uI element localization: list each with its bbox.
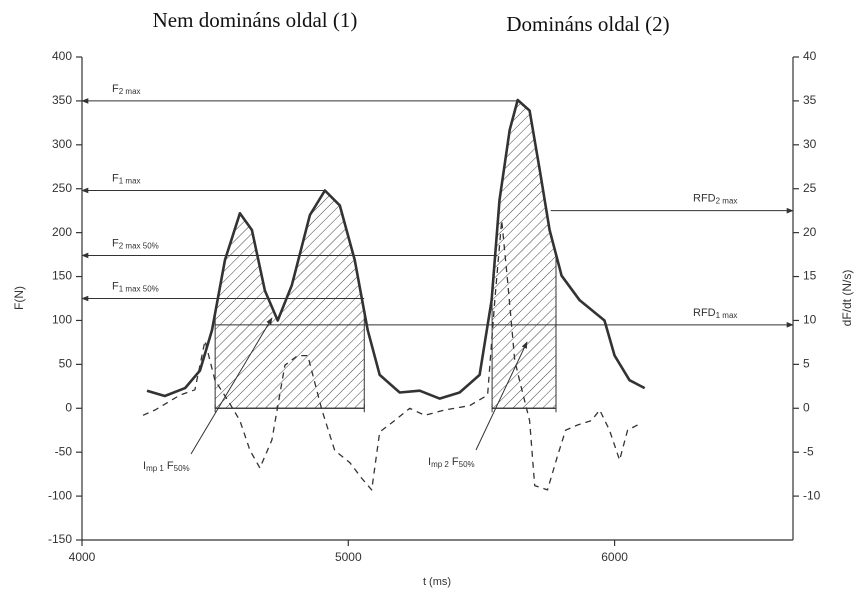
- y2-tick-label: 30: [803, 137, 817, 151]
- label-part: F: [112, 172, 119, 184]
- impulse-label: Imp 2 F50%: [428, 456, 475, 469]
- label-part: 1 max 50%: [119, 285, 159, 294]
- label-part: mp 1: [146, 464, 164, 473]
- y-tick-label: 200: [52, 225, 72, 239]
- y-tick-label: 300: [52, 137, 72, 151]
- reference-label: RFD2 max: [693, 193, 737, 206]
- label-part: mp 2: [431, 460, 449, 469]
- y-axis-label: F(N): [12, 286, 26, 310]
- reference-label: F1 max: [112, 172, 141, 185]
- label-part: 2 max 50%: [119, 242, 159, 251]
- y-tick-label: 350: [52, 93, 72, 107]
- label-part: RFD: [693, 193, 716, 205]
- x-tick-label: 5000: [335, 550, 362, 564]
- impulse-area: [491, 99, 557, 409]
- x-tick-label: 4000: [69, 550, 96, 564]
- y-tick-label: 100: [52, 313, 72, 327]
- label-part: 50%: [174, 464, 190, 473]
- y-tick-label: -150: [48, 532, 72, 546]
- y2-tick-label: 40: [803, 49, 817, 63]
- y2-tick-label: 0: [803, 400, 810, 414]
- label-part: RFD: [693, 307, 716, 319]
- y2-axis-label: dF/dt (N/s): [840, 270, 854, 327]
- title: Nem domináns oldal (1): [153, 8, 358, 32]
- y2-tick-label: 20: [803, 225, 817, 239]
- x-tick-label: 6000: [601, 550, 628, 564]
- label-part: 1 max: [716, 311, 738, 320]
- label-part: F: [112, 280, 119, 292]
- reference-label: F2 max 50%: [112, 237, 159, 250]
- impulse-label: Imp 1 F50%: [143, 460, 190, 473]
- y-tick-label: -50: [55, 444, 73, 458]
- y2-tick-label: 25: [803, 181, 817, 195]
- label-part: F: [112, 237, 119, 249]
- pointer: [190, 317, 273, 455]
- series-line: [142, 219, 638, 491]
- y-tick-label: 150: [52, 269, 72, 283]
- y2-tick-label: -10: [803, 488, 821, 502]
- y2-tick-label: 10: [803, 313, 817, 327]
- title: Domináns oldal (2): [506, 12, 669, 36]
- pointer: [475, 341, 528, 451]
- label-part: 2 max: [119, 87, 141, 96]
- x-axis-label: t (ms): [423, 576, 451, 588]
- series-line: [146, 98, 646, 400]
- y2-tick-label: 35: [803, 93, 817, 107]
- y2-tick-label: 15: [803, 269, 817, 283]
- label-part: F: [449, 456, 459, 468]
- label-part: I: [143, 460, 146, 472]
- label-part: 50%: [459, 460, 475, 469]
- label-part: F: [112, 83, 119, 95]
- y-tick-label: 50: [59, 357, 73, 371]
- reference-label: F2 max: [112, 83, 141, 96]
- y-tick-label: 400: [52, 49, 72, 63]
- label-part: I: [428, 456, 431, 468]
- y-tick-label: 0: [65, 400, 72, 414]
- y-tick-label: -100: [48, 488, 72, 502]
- label-part: 2 max: [716, 197, 738, 206]
- y-tick-label: 250: [52, 181, 72, 195]
- reference-label: RFD1 max: [693, 307, 737, 320]
- y2-tick-label: -5: [803, 444, 814, 458]
- y2-tick-label: 5: [803, 357, 810, 371]
- label-part: 1 max: [119, 177, 141, 186]
- reference-label: F1 max 50%: [112, 280, 159, 293]
- label-part: F: [164, 460, 174, 472]
